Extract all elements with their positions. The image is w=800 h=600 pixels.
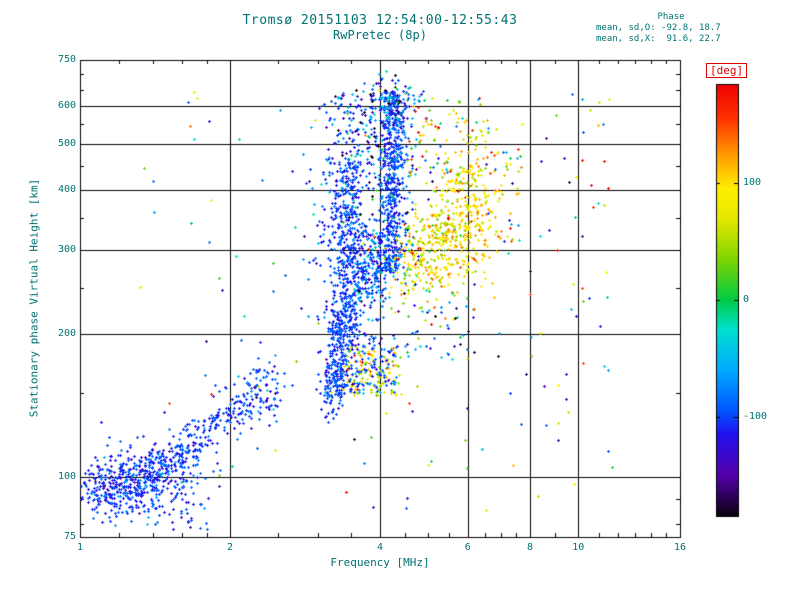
y-tick-label: 400 bbox=[57, 184, 76, 196]
y-axis-label: Stationary phase Virtual Height [km] bbox=[27, 178, 41, 418]
x-tick-label: 16 bbox=[673, 542, 687, 553]
x-axis-label: Frequency [MHz] bbox=[330, 556, 430, 569]
colorbar-tick-label: 0 bbox=[743, 294, 750, 305]
phase-stats-header: Phase bbox=[657, 12, 685, 22]
y-tick-label: 300 bbox=[57, 243, 76, 255]
y-tick-label: 600 bbox=[57, 100, 76, 112]
x-tick-label: 2 bbox=[226, 542, 234, 553]
plot-title: Tromsø 20151103 12:54:00-12:55:43 bbox=[242, 13, 518, 28]
colorbar-unit-label: [deg] bbox=[706, 63, 748, 78]
colorbar-tick-label: 100 bbox=[743, 177, 762, 189]
x-tick-label: 4 bbox=[376, 542, 384, 553]
y-tick-label: 75 bbox=[63, 531, 76, 542]
x-tick-label: 10 bbox=[572, 542, 585, 553]
y-tick-label: 750 bbox=[57, 54, 76, 65]
x-tick-label: 6 bbox=[464, 542, 471, 553]
plot-subtitle: RwPretec (8p) bbox=[333, 28, 427, 42]
phase-stats: Phase mean, sd,O: -92.8, 18.7 mean, sd,X… bbox=[596, 12, 746, 45]
x-tick-label: 8 bbox=[526, 542, 534, 553]
x-tick-label: 1 bbox=[76, 542, 84, 553]
phase-stats-o-mode: mean, sd,O: -92.8, 18.7 bbox=[596, 23, 721, 33]
phase-stats-x-mode: mean, sd,X: 91.6, 22.7 bbox=[596, 34, 721, 44]
y-tick-label: 200 bbox=[57, 327, 76, 339]
y-tick-label: 100 bbox=[57, 471, 76, 483]
y-tick-label: 500 bbox=[57, 137, 76, 149]
colorbar-tick-label: -100 bbox=[743, 410, 768, 422]
